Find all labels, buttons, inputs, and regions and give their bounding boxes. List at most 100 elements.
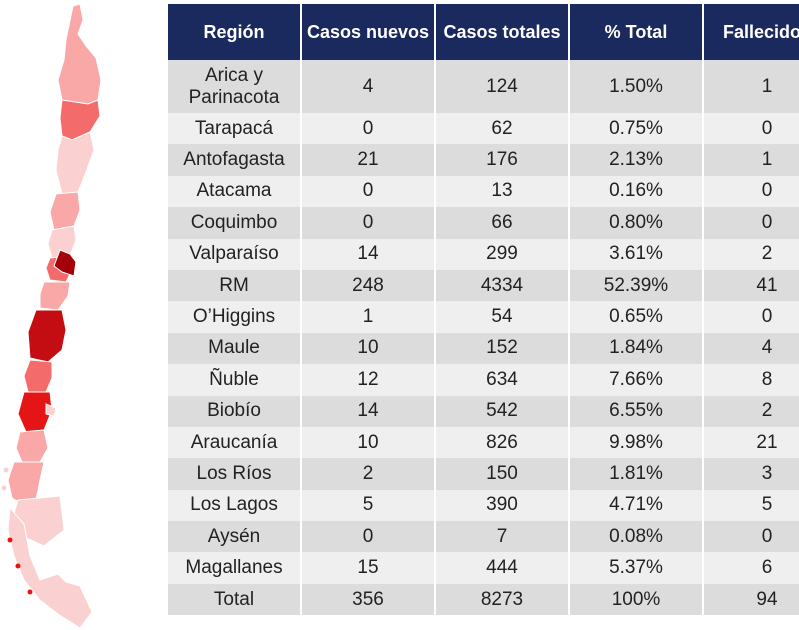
cell-deaths: 0 <box>703 301 799 333</box>
table-row: Maule 10 152 1.84% 4 <box>168 332 799 365</box>
map-island <box>15 563 21 569</box>
cell-region: RM <box>168 269 302 302</box>
cell-percent-total: 5.37% <box>569 552 704 584</box>
table-row: O’Higgins 1 54 0.65% 0 <box>168 301 799 333</box>
map-region-atacama <box>49 191 81 231</box>
cell-percent-total: 1.81% <box>569 458 704 490</box>
cell-deaths: 41 <box>703 269 799 302</box>
cell-deaths: 6 <box>703 552 799 584</box>
table-row: Coquimbo 0 66 0.80% 0 <box>168 207 799 239</box>
cell-region: Tarapacá <box>168 113 302 145</box>
cell-total-cases: 8273 <box>435 583 570 616</box>
map-region-los-lagos <box>45 403 57 417</box>
table-row: Atacama 0 13 0.16% 0 <box>168 175 799 208</box>
table-row: Biobío 14 542 6.55% 2 <box>168 395 799 427</box>
cell-total-cases: 4334 <box>435 269 570 302</box>
cell-percent-total: 4.71% <box>569 489 704 522</box>
cell-total-cases: 7 <box>435 521 570 553</box>
column-header-region: Región <box>168 4 302 60</box>
cell-new-cases: 12 <box>301 364 436 396</box>
total-row: Total 356 8273 100% 94 <box>168 583 799 616</box>
table-body: Arica y Parinacota 4 124 1.50% 1 Tarapacá 0 62 0… <box>168 60 799 616</box>
cell-deaths: 4 <box>703 332 799 365</box>
cell-region: Coquimbo <box>168 207 302 239</box>
table-row: Ñuble 12 634 7.66% 8 <box>168 364 799 396</box>
cell-percent-total: 100% <box>569 583 704 616</box>
map-region-antofagasta <box>55 131 95 195</box>
cell-deaths: 5 <box>703 489 799 522</box>
cell-total-cases: 124 <box>435 60 570 113</box>
cell-percent-total: 9.98% <box>569 426 704 459</box>
cell-deaths: 2 <box>703 238 799 270</box>
cell-deaths: 0 <box>703 175 799 208</box>
cell-total-cases: 66 <box>435 207 570 239</box>
cell-new-cases: 14 <box>301 395 436 427</box>
cell-region: Ñuble <box>168 364 302 396</box>
map-region-arica-y-parinacota <box>57 3 102 105</box>
cell-deaths: 94 <box>703 583 799 616</box>
cell-region: Araucanía <box>168 426 302 459</box>
cell-total-cases: 299 <box>435 238 570 270</box>
cell-new-cases: 2 <box>301 458 436 490</box>
cell-deaths: 2 <box>703 395 799 427</box>
map-region-o-higgins <box>39 281 71 311</box>
cell-deaths: 1 <box>703 60 799 113</box>
cell-percent-total: 0.75% <box>569 113 704 145</box>
cell-deaths: 21 <box>703 426 799 459</box>
table-row: Los Ríos 2 150 1.81% 3 <box>168 458 799 490</box>
cell-region: Atacama <box>168 175 302 208</box>
cell-percent-total: 2.13% <box>569 144 704 176</box>
cell-region: Valparaíso <box>168 238 302 270</box>
map-island <box>27 589 33 595</box>
cell-region: Arica y Parinacota <box>168 60 302 113</box>
cell-total-cases: 634 <box>435 364 570 396</box>
cell-deaths: 3 <box>703 458 799 490</box>
table-row: RM 248 4334 52.39% 41 <box>168 269 799 302</box>
cell-region: Los Ríos <box>168 458 302 490</box>
table-row: Tarapacá 0 62 0.75% 0 <box>168 113 799 145</box>
cell-deaths: 1 <box>703 144 799 176</box>
column-header-total-cases: Casos totales <box>435 4 570 60</box>
map-region-maule <box>27 309 67 363</box>
map-island <box>7 537 13 543</box>
cell-new-cases: 0 <box>301 175 436 208</box>
cell-total-cases: 444 <box>435 552 570 584</box>
chile-regions-map <box>1 3 102 629</box>
cell-new-cases: 5 <box>301 489 436 522</box>
cell-total-cases: 390 <box>435 489 570 522</box>
cell-percent-total: 3.61% <box>569 238 704 270</box>
cell-total-cases: 826 <box>435 426 570 459</box>
cell-total-cases: 542 <box>435 395 570 427</box>
map-region-rm <box>53 249 77 277</box>
cell-new-cases: 4 <box>301 60 436 113</box>
cell-new-cases: 1 <box>301 301 436 333</box>
cell-total-cases: 150 <box>435 458 570 490</box>
cell-total-cases: 62 <box>435 113 570 145</box>
table-row: Araucanía 10 826 9.98% 21 <box>168 426 799 459</box>
cell-percent-total: 6.55% <box>569 395 704 427</box>
cell-new-cases: 0 <box>301 207 436 239</box>
map-region-tarapac- <box>59 99 101 141</box>
cell-region: Magallanes <box>168 552 302 584</box>
cell-total-cases: 13 <box>435 175 570 208</box>
cell-region: Aysén <box>168 521 302 553</box>
cell-new-cases: 15 <box>301 552 436 584</box>
cell-percent-total: 0.08% <box>569 521 704 553</box>
cell-new-cases: 356 <box>301 583 436 616</box>
cell-deaths: 0 <box>703 521 799 553</box>
cell-percent-total: 7.66% <box>569 364 704 396</box>
map-region--uble <box>23 359 53 393</box>
cell-total-cases: 54 <box>435 301 570 333</box>
cell-region: Antofagasta <box>168 144 302 176</box>
covid-cases-table: Región Casos nuevos Casos totales % Tota… <box>168 4 799 616</box>
cell-percent-total: 1.84% <box>569 332 704 365</box>
cell-new-cases: 10 <box>301 426 436 459</box>
cell-percent-total: 0.65% <box>569 301 704 333</box>
map-region-araucan-a <box>15 429 49 463</box>
table-row: Aysén 0 7 0.08% 0 <box>168 521 799 553</box>
cell-region: Maule <box>168 332 302 365</box>
column-header-deaths: Fallecidos <box>703 4 799 60</box>
map-island <box>1 485 7 491</box>
cell-region: Biobío <box>168 395 302 427</box>
cell-new-cases: 0 <box>301 113 436 145</box>
